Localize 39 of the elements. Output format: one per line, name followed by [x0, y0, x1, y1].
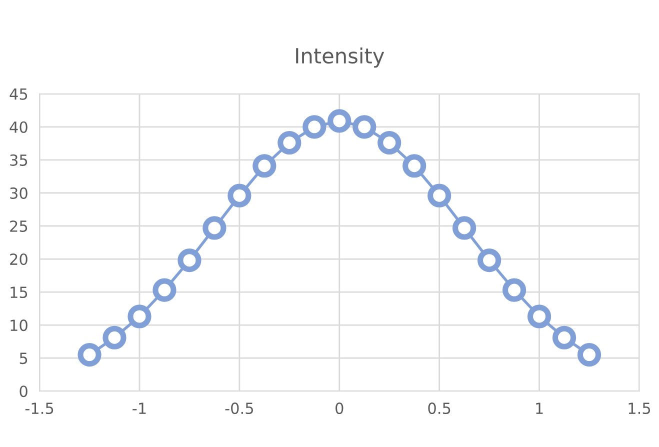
x-tick-label: 1.5 [628, 402, 650, 414]
point [102, 326, 126, 350]
y-tick-label: 5 [20, 352, 28, 364]
point [252, 154, 276, 178]
x-tick-label: 0 [336, 402, 344, 414]
point [378, 130, 402, 155]
y-tick-label: 35 [10, 154, 28, 166]
y-tick-label: 15 [10, 286, 28, 298]
y-tick-label: 25 [10, 220, 28, 232]
point [478, 248, 502, 272]
x-tick-label: 0.5 [428, 402, 450, 414]
point [152, 278, 176, 302]
point [502, 278, 526, 302]
point [202, 216, 226, 240]
point [577, 342, 602, 367]
point [78, 342, 102, 367]
point [352, 115, 376, 139]
y-tick-label: 20 [10, 253, 28, 266]
x-tick-label: 1 [536, 402, 543, 414]
point [452, 216, 476, 240]
point [178, 248, 202, 272]
y-tick-label: 10 [10, 320, 28, 332]
y-tick-label: 45 [10, 88, 28, 100]
point [328, 109, 352, 133]
point [527, 304, 552, 328]
x-tick-label: -0.5 [225, 402, 254, 414]
y-tick-label: 40 [10, 121, 28, 133]
point [402, 154, 426, 178]
x-tick-label: -1.5 [25, 402, 54, 414]
y-tick-label: 0 [20, 386, 28, 398]
point [228, 184, 252, 208]
x-tick-label: -1 [132, 402, 146, 414]
point [552, 326, 576, 350]
point [302, 115, 326, 139]
point [278, 130, 302, 155]
point [428, 184, 452, 208]
y-tick-label: 30 [10, 187, 28, 199]
chart-title: Intensity [296, 47, 384, 68]
point [128, 304, 152, 328]
